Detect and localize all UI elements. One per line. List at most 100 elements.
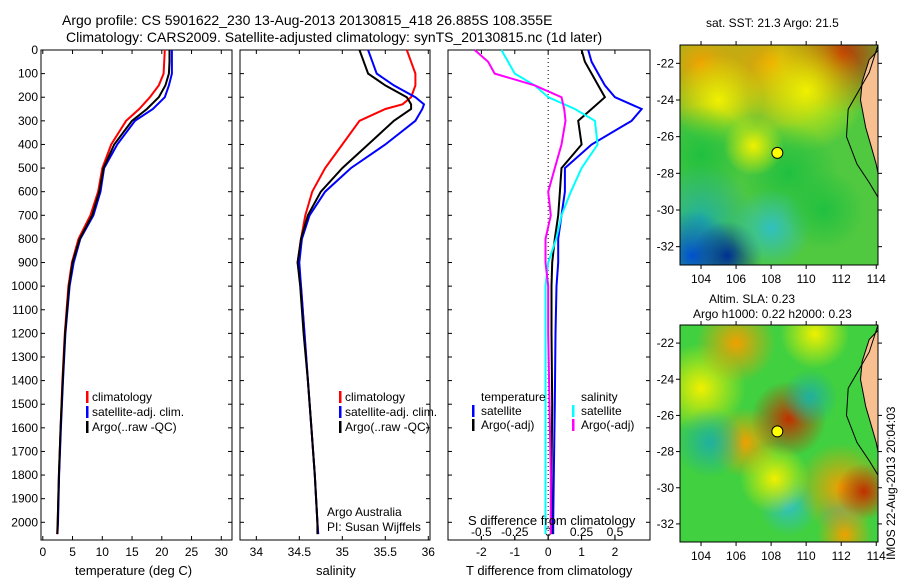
depth-tick-label: 1100 — [12, 303, 38, 317]
lon-tick-label: 112 — [832, 549, 851, 563]
diff-legend-s-argo: Argo(-adj) — [581, 418, 635, 432]
x-tick-label: 10 — [96, 545, 110, 559]
map-field-patch — [816, 506, 873, 542]
legend-swatch-argo_s — [572, 419, 575, 431]
x-tick-label: 0 — [39, 545, 46, 559]
depth-tick-label: 0 — [31, 43, 38, 57]
legend-swatch-clim — [86, 391, 89, 403]
sal-legend-clim: climatology — [345, 390, 406, 404]
title-line1: Argo profile: CS 5901622_230 13-Aug-2013… — [62, 12, 553, 28]
lat-tick-label: -30 — [657, 203, 675, 217]
depth-tick-label: 1500 — [11, 397, 38, 411]
lon-tick-label: 108 — [761, 549, 781, 563]
temp-legend-sat: satellite-adj. clim. — [92, 405, 185, 419]
x2-tick-label: -0.25 — [501, 525, 529, 539]
lon-tick-label: 110 — [797, 272, 816, 286]
argo-float-marker — [771, 425, 784, 438]
x-tick-label: -2 — [476, 545, 487, 559]
diff-legend-t-sat: satellite — [481, 404, 522, 418]
diff-x2label: S difference from climatology — [468, 513, 636, 528]
salinity-xlabel: salinity — [316, 563, 356, 578]
legend-swatch-sat — [472, 405, 475, 417]
x-tick-label: 1 — [578, 545, 585, 559]
series-temperature-argo-adj- — [550, 49, 607, 535]
salinity-axes-box — [239, 49, 431, 541]
series-temperature-satellite — [552, 49, 644, 535]
sal-legend-argo: Argo(..raw -QC) — [345, 420, 430, 434]
lat-tick-label: -30 — [657, 481, 675, 495]
lon-tick-label: 106 — [726, 272, 746, 286]
depth-tick-label: 1300 — [11, 350, 38, 364]
series-salinity-argo-adj- — [474, 49, 567, 535]
x-tick-label: 20 — [155, 545, 169, 559]
legend-swatch-sat — [339, 406, 342, 418]
x2-tick-label: 0.5 — [607, 525, 624, 539]
sst-map-field — [680, 45, 878, 265]
annotation-line2: PI: Susan Wijffels — [327, 520, 421, 534]
diff-legend-temperature: temperature — [481, 390, 546, 404]
x2-tick-label: -0.5 — [471, 525, 492, 539]
legend-swatch-sat — [86, 406, 89, 418]
x-tick-label: 25 — [185, 545, 199, 559]
x-tick-label: 34 — [250, 545, 264, 559]
depth-tick-label: 1400 — [11, 374, 38, 388]
diff-legend-salinity: salinity — [581, 390, 618, 404]
lon-tick-label: 114 — [867, 549, 886, 563]
x2-tick-label: 0.25 — [570, 525, 594, 539]
x-tick-label: -1 — [509, 545, 520, 559]
argo-float-marker — [771, 146, 784, 159]
temperature-axes-box — [40, 49, 233, 541]
x-tick-label: 2 — [612, 545, 619, 559]
depth-tick-label: 2000 — [11, 515, 38, 529]
depth-tick-label: 200 — [18, 90, 38, 104]
lat-tick-label: -24 — [657, 372, 675, 386]
annotation-line1: Argo Australia — [327, 505, 402, 519]
lat-tick-label: -22 — [657, 336, 675, 350]
title-line2: Climatology: CARS2009. Satellite-adjuste… — [66, 29, 603, 45]
x-tick-label: 34.5 — [288, 545, 312, 559]
lat-tick-label: -24 — [657, 93, 675, 107]
x-tick-label: 15 — [125, 545, 139, 559]
map-field-patch — [723, 115, 784, 176]
diff-legend-s-sat: satellite — [581, 404, 622, 418]
x-tick-label: 0 — [545, 545, 552, 559]
map-field-patch — [696, 325, 777, 384]
lat-tick-label: -32 — [657, 517, 675, 531]
lat-tick-label: -26 — [657, 130, 675, 144]
sst-map-title: sat. SST: 21.3 Argo: 21.5 — [706, 16, 839, 30]
lat-tick-label: -26 — [657, 408, 675, 422]
depth-tick-label: 600 — [18, 185, 38, 199]
depth-tick-label: 900 — [18, 256, 38, 270]
lon-tick-label: 114 — [867, 272, 886, 286]
map-field-patch — [783, 170, 864, 250]
lat-tick-label: -28 — [657, 166, 675, 180]
x-tick-label: 36 — [422, 545, 436, 559]
depth-tick-label: 1000 — [11, 279, 38, 293]
depth-tick-label: 1200 — [11, 326, 38, 340]
depth-tick-label: 300 — [18, 114, 38, 128]
x-tick-label: 5 — [69, 545, 76, 559]
temp-legend-clim: climatology — [92, 390, 153, 404]
legend-swatch-clim — [339, 391, 342, 403]
diff-legend-t-argo: Argo(-adj) — [481, 418, 535, 432]
lon-tick-label: 110 — [797, 549, 816, 563]
depth-tick-label: 100 — [18, 67, 38, 81]
depth-tick-label: 800 — [18, 232, 38, 246]
legend-swatch-argo — [86, 421, 89, 433]
land-polygon — [859, 45, 878, 174]
isobath-line — [845, 325, 878, 476]
map-field-patch — [779, 325, 850, 370]
series-argo-raw-qc- — [56, 50, 171, 535]
depth-tick-label: 500 — [18, 161, 38, 175]
x2-tick-label: 0 — [545, 525, 552, 539]
temperature-xlabel: temperature (deg C) — [75, 563, 193, 578]
sal-legend-sat: satellite-adj. clim. — [345, 405, 438, 419]
x-tick-label: 30 — [215, 545, 229, 559]
land-polygon — [859, 325, 878, 452]
map-field-patch — [781, 369, 838, 426]
map-field-patch — [739, 443, 810, 514]
isobath-line — [845, 45, 878, 198]
sla-map-title1: Altim. SLA: 0.23 — [709, 292, 796, 306]
depth-tick-label: 400 — [18, 137, 38, 151]
footer-timestamp: IMOS 22-Aug-2013 20:04:03 — [884, 406, 898, 560]
